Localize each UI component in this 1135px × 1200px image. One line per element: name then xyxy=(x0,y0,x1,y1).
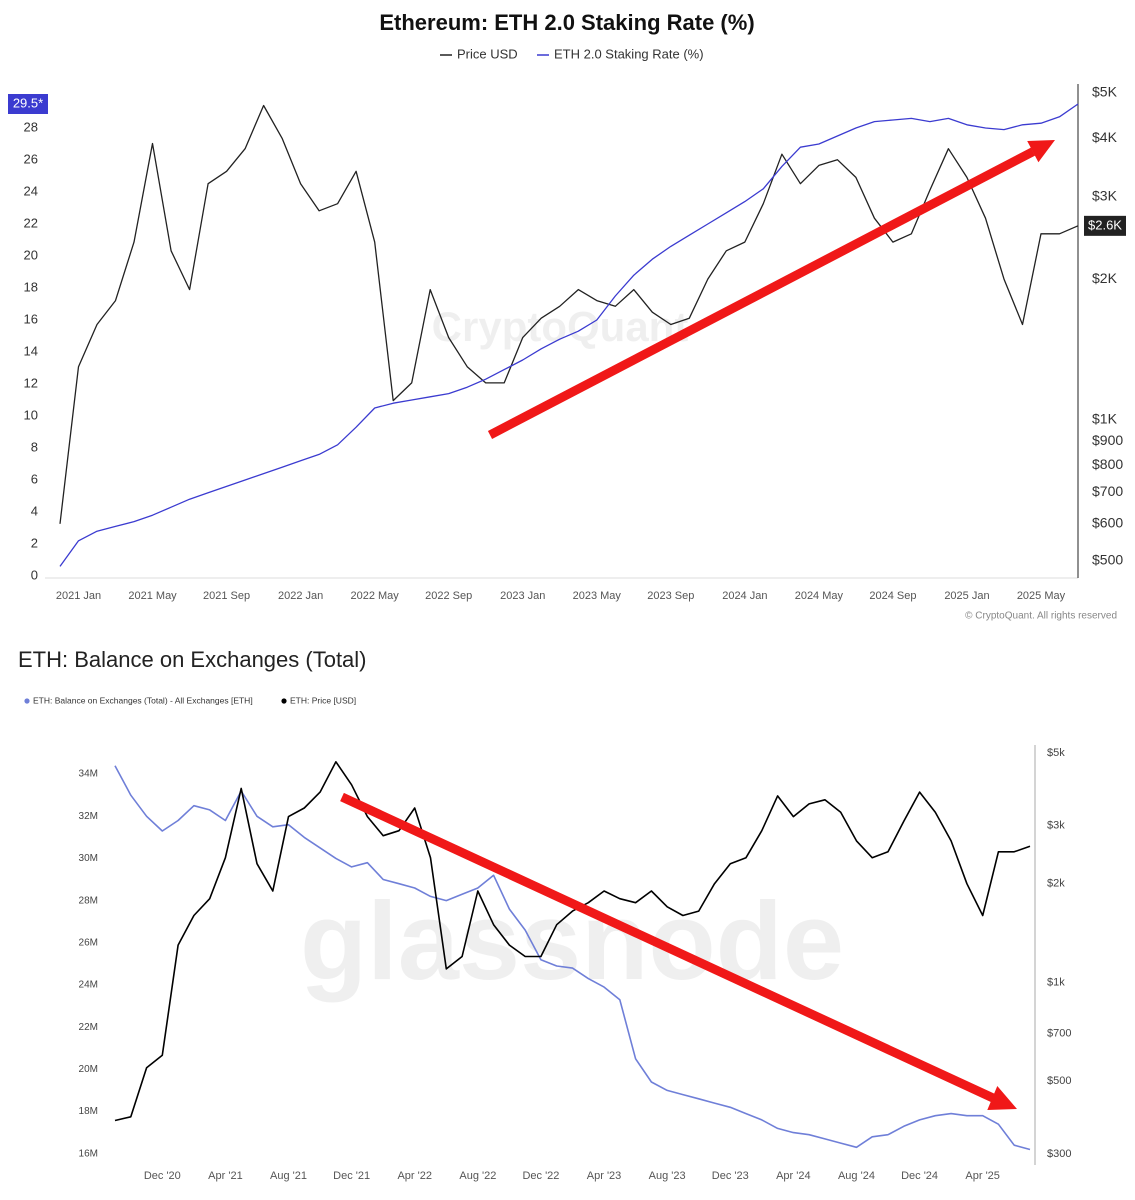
y-tick-label: 34M xyxy=(79,769,98,780)
x-tick-label: Dec '24 xyxy=(901,1170,938,1182)
x-tick-label: 2022 Jan xyxy=(278,590,323,602)
y2-tick-label: $700 xyxy=(1092,483,1123,499)
x-tick-label: Aug '23 xyxy=(649,1170,686,1182)
x-tick-label: Apr '21 xyxy=(208,1170,243,1182)
y2-tick-label: $1k xyxy=(1047,976,1065,988)
chart-title: ETH: Balance on Exchanges (Total) xyxy=(18,647,367,672)
y2-tick-label: $900 xyxy=(1092,432,1123,448)
y2-tick-label: $800 xyxy=(1092,456,1123,472)
legend-label: ETH: Price [USD] xyxy=(290,695,356,705)
x-tick-label: 2021 Sep xyxy=(203,590,250,602)
x-tick-label: 2025 May xyxy=(1017,590,1066,602)
y2-tick-label: $700 xyxy=(1047,1027,1071,1039)
y-tick-label: 24 xyxy=(24,183,38,198)
watermark: CryptoQuant xyxy=(432,303,689,350)
series-line xyxy=(59,103,1079,567)
y-tick-label: 26 xyxy=(24,151,38,166)
y-tick-label: 2 xyxy=(31,535,38,550)
y-tick-label: 6 xyxy=(31,471,38,486)
legend-label: ETH: Balance on Exchanges (Total) - All … xyxy=(33,695,253,705)
arrow-shaft xyxy=(340,792,995,1103)
chart-title: Ethereum: ETH 2.0 Staking Rate (%) xyxy=(379,10,754,35)
x-tick-label: Aug '22 xyxy=(459,1170,496,1182)
x-tick-label: 2021 Jan xyxy=(56,590,101,602)
series-line xyxy=(114,761,1031,1122)
legend-label: ETH 2.0 Staking Rate (%) xyxy=(554,46,704,61)
x-tick-label: 2024 May xyxy=(795,590,844,602)
y-tick-label: 16 xyxy=(24,311,38,326)
legend-swatch xyxy=(24,698,30,704)
x-tick-label: Dec '20 xyxy=(144,1170,181,1182)
arrow-shaft xyxy=(487,147,1036,439)
value-label: 29.5* xyxy=(13,95,43,110)
y-tick-label: 22M xyxy=(79,1022,98,1033)
y-tick-label: 24M xyxy=(79,980,98,991)
legend-swatch xyxy=(281,698,287,704)
y-tick-label: 22 xyxy=(24,215,38,230)
y-tick-label: 4 xyxy=(31,503,38,518)
y-tick-label: 26M xyxy=(79,937,98,948)
y-tick-label: 8 xyxy=(31,439,38,454)
y-tick-label: 28M xyxy=(79,895,98,906)
y2-tick-label: $2K xyxy=(1092,270,1118,286)
credit: © CryptoQuant. All rights reserved xyxy=(965,611,1117,622)
y-tick-label: 16M xyxy=(79,1148,98,1159)
x-tick-label: Dec '22 xyxy=(522,1170,559,1182)
trend-arrow xyxy=(487,140,1055,439)
value-label-box xyxy=(1084,215,1126,236)
y-tick-label: 12 xyxy=(24,375,38,390)
x-tick-label: 2022 Sep xyxy=(425,590,472,602)
y-tick-label: 20 xyxy=(24,247,38,262)
arrow-head xyxy=(1027,140,1055,163)
x-tick-label: 2022 May xyxy=(350,590,399,602)
y-tick-label: 14 xyxy=(24,343,38,358)
trend-arrow xyxy=(340,792,1017,1110)
x-tick-label: 2024 Jan xyxy=(722,590,767,602)
y2-tick-label: $5k xyxy=(1047,747,1065,759)
y2-tick-label: $1K xyxy=(1092,411,1118,427)
series-line xyxy=(59,104,1079,524)
x-tick-label: 2023 Sep xyxy=(647,590,694,602)
x-tick-label: Aug '24 xyxy=(838,1170,875,1182)
y-tick-label: 32M xyxy=(79,811,98,822)
x-tick-label: Apr '23 xyxy=(587,1170,622,1182)
y-tick-label: 0 xyxy=(31,567,38,582)
arrow-head xyxy=(987,1086,1017,1110)
x-tick-label: Apr '22 xyxy=(397,1170,432,1182)
x-tick-label: Apr '24 xyxy=(776,1170,811,1182)
x-tick-label: 2025 Jan xyxy=(944,590,989,602)
y-tick-label: 28 xyxy=(24,119,38,134)
y2-tick-label: $3K xyxy=(1092,187,1118,203)
x-tick-label: 2023 May xyxy=(573,590,622,602)
series-line xyxy=(114,765,1031,1151)
x-tick-label: Dec '21 xyxy=(333,1170,370,1182)
x-tick-label: Aug '21 xyxy=(270,1170,307,1182)
y2-tick-label: $4K xyxy=(1092,129,1118,145)
y2-tick-label: $500 xyxy=(1092,552,1123,568)
x-tick-label: 2021 May xyxy=(128,590,177,602)
y2-tick-label: $2k xyxy=(1047,878,1065,890)
x-tick-label: Apr '25 xyxy=(965,1170,1000,1182)
value-label: $2.6K xyxy=(1088,217,1122,232)
y2-tick-label: $600 xyxy=(1092,514,1123,530)
y-tick-label: 18 xyxy=(24,279,38,294)
y2-tick-label: $500 xyxy=(1047,1075,1071,1087)
x-tick-label: Dec '23 xyxy=(712,1170,749,1182)
y-tick-label: 30M xyxy=(79,853,98,864)
y2-tick-label: $300 xyxy=(1047,1148,1071,1160)
x-tick-label: 2024 Sep xyxy=(869,590,916,602)
legend-label: Price USD xyxy=(457,46,518,61)
y-tick-label: 18M xyxy=(79,1106,98,1117)
y-tick-label: 10 xyxy=(24,407,38,422)
y2-tick-label: $3k xyxy=(1047,820,1065,832)
y-tick-label: 20M xyxy=(79,1064,98,1075)
value-label-box xyxy=(8,94,48,114)
y2-tick-label: $5K xyxy=(1092,84,1118,100)
x-tick-label: 2023 Jan xyxy=(500,590,545,602)
